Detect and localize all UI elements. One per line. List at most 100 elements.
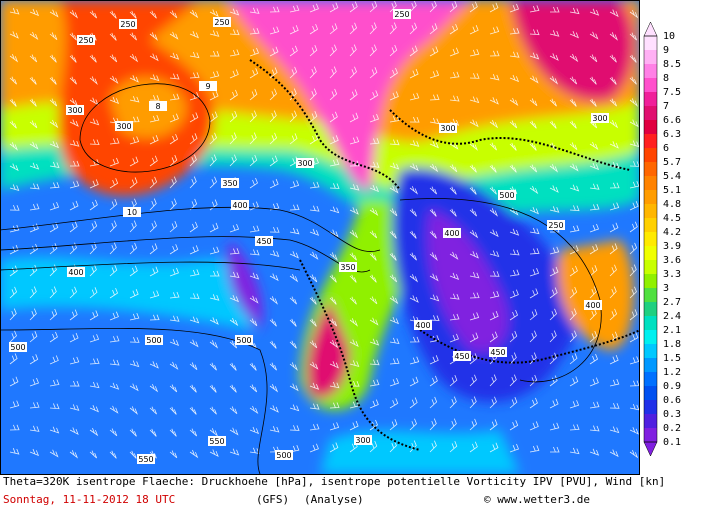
wind-barb: [9, 424, 20, 431]
wind-barb: [129, 265, 138, 277]
wind-barb: [589, 353, 599, 365]
wind-barb: [629, 9, 639, 19]
wind-barb: [29, 425, 40, 432]
wind-barb: [469, 73, 480, 79]
footer: Theta=320K isentrope Flaeche: Druckhoehe…: [3, 475, 665, 506]
wind-barb: [289, 318, 297, 327]
wind-barb: [289, 204, 300, 211]
contour-labels: 250 250 250 250 300 300 300 300 350 350 400 400 400 4…: [9, 9, 609, 464]
wind-barb: [89, 264, 97, 277]
wind-barb: [89, 54, 97, 63]
wind-barb: [229, 317, 239, 327]
wind-barb: [489, 331, 498, 343]
wind-barb: [189, 31, 199, 39]
legend-label: 2.7: [663, 297, 681, 308]
label-box: [123, 207, 141, 217]
wind-barb: [489, 164, 497, 173]
wind-barb: [49, 119, 59, 129]
wind-barb: [29, 354, 39, 365]
legend-swatch: [644, 274, 657, 288]
wind-barb: [209, 384, 217, 393]
wind-barb: [349, 380, 360, 387]
wind-barb: [449, 95, 460, 102]
wind-barb: [369, 138, 380, 145]
wind-barb: [309, 382, 320, 390]
wind-barb: [609, 182, 620, 189]
wind-barb: [429, 1, 437, 13]
wind-barb: [609, 449, 619, 458]
wind-barb: [529, 397, 538, 409]
wind-barb: [49, 308, 58, 321]
wind-barb: [529, 142, 537, 151]
wind-barb: [369, 184, 380, 193]
wind-barb: [209, 30, 220, 37]
wind-barb: [149, 95, 160, 101]
wind-barb: [249, 272, 260, 280]
wind-barb: [309, 134, 319, 145]
wind-barb: [189, 384, 197, 393]
wind-barb: [569, 76, 578, 85]
contour-label: 400: [415, 321, 430, 330]
wind-barb: [189, 72, 200, 79]
wind-barb: [469, 96, 480, 104]
wind-barb: [629, 221, 638, 233]
wind-barb: [469, 292, 480, 299]
wind-barb: [229, 384, 237, 393]
wind-barb: [629, 380, 639, 387]
wind-barb: [209, 9, 219, 17]
wind-barb: [29, 377, 40, 387]
wind-barb: [129, 136, 140, 145]
wind-barb: [449, 208, 457, 217]
wind-barb: [569, 330, 577, 343]
wind-barb: [629, 427, 639, 435]
wind-barb: [589, 401, 600, 409]
legend-swatch: [644, 190, 657, 204]
wind-barb: [169, 244, 179, 255]
label-box: [354, 435, 372, 445]
contour-label: 8: [155, 102, 160, 111]
wind-barb: [329, 66, 337, 79]
wind-barb: [429, 294, 440, 302]
label-box: [213, 17, 231, 27]
wind-barb: [109, 75, 119, 84]
wind-barb: [469, 25, 479, 35]
wind-barb: [329, 318, 338, 327]
wind-barb: [149, 114, 160, 123]
wind-barb: [69, 221, 78, 233]
wind-barb: [209, 246, 220, 255]
wind-barb: [289, 251, 299, 259]
wind-barb: [549, 120, 557, 129]
wind-barb: [409, 45, 418, 57]
wind-barb: [69, 404, 80, 411]
wind-barb: [289, 110, 297, 123]
wind-barb: [189, 198, 198, 211]
wind-barb: [9, 204, 20, 211]
map-frame: [0, 0, 640, 475]
wind-barb: [449, 1, 458, 13]
wind-barb: [109, 287, 119, 299]
wind-barb: [609, 264, 617, 277]
legend-swatch: [644, 288, 657, 302]
wind-barb: [109, 405, 119, 414]
wind-barb: [549, 206, 560, 213]
contour-label: 400: [444, 229, 459, 238]
wind-barb: [129, 312, 140, 321]
contour-label: 300: [116, 122, 131, 131]
wind-barb: [309, 44, 318, 57]
wind-barb: [289, 340, 297, 349]
wind-barb: [389, 115, 400, 123]
wind-barb: [609, 243, 618, 255]
wind-barb: [429, 375, 438, 387]
wind-barb: [469, 418, 478, 431]
wind-barb: [629, 161, 639, 167]
wind-barb: [309, 66, 317, 79]
label-box: [275, 450, 293, 460]
wind-barb: [109, 54, 118, 63]
wind-barb: [509, 289, 519, 299]
wind-barb: [589, 265, 598, 277]
wind-barb: [149, 220, 157, 233]
wind-barb: [369, 379, 380, 387]
wind-barb: [549, 422, 560, 431]
wind-barb: [589, 76, 597, 85]
wind-barb: [109, 10, 117, 19]
